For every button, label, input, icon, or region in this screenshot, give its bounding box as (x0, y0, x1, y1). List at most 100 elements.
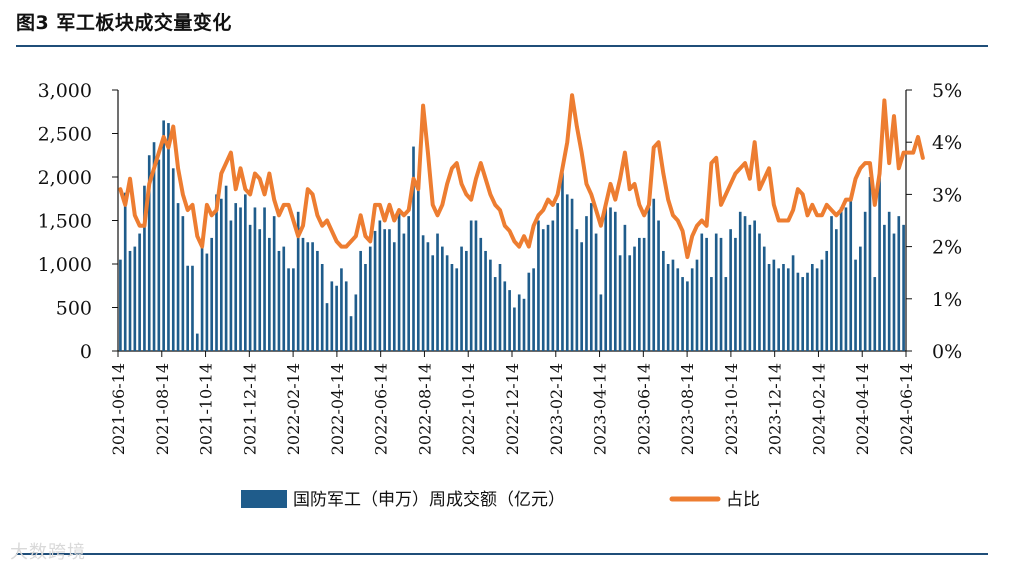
bar (537, 220, 540, 351)
bar (412, 146, 415, 351)
bar (902, 224, 905, 351)
bar (272, 216, 276, 351)
bar-series (119, 120, 905, 351)
bar (839, 207, 843, 351)
x-tick-label: 2024-02-14 (809, 363, 828, 455)
x-tick-label: 2021-10-14 (197, 363, 216, 455)
x-tick-label: 2021-06-14 (109, 363, 128, 455)
bar (541, 229, 545, 351)
bar (152, 142, 156, 351)
bar (378, 220, 382, 351)
bar (234, 203, 238, 351)
bar (830, 216, 833, 351)
bar (878, 168, 881, 351)
x-tick-label: 2023-08-14 (678, 363, 697, 455)
bar (210, 237, 214, 351)
bar (344, 281, 348, 351)
bar (801, 277, 805, 351)
bar (359, 250, 362, 351)
x-tick-label: 2024-06-14 (897, 363, 916, 455)
bar (748, 224, 752, 351)
bar (796, 272, 800, 351)
bar (806, 272, 809, 351)
x-tick-label: 2023-10-14 (722, 363, 741, 455)
bar (633, 246, 636, 351)
bar (681, 277, 684, 351)
bar (767, 264, 771, 351)
bar (662, 250, 665, 351)
bar (873, 277, 877, 351)
bar (599, 294, 603, 351)
x-tick-label: 2023-04-14 (591, 363, 610, 455)
bar (186, 265, 189, 351)
bar (450, 264, 454, 351)
bar (738, 211, 742, 351)
bar (311, 242, 314, 351)
bar (181, 216, 185, 351)
bar (844, 207, 848, 351)
x-tick-label: 2021-08-14 (153, 363, 172, 455)
bar (316, 250, 319, 351)
bar (128, 250, 132, 351)
bar (431, 255, 435, 351)
bar (868, 177, 872, 351)
bar (517, 294, 521, 351)
bar (642, 237, 646, 351)
bar (191, 265, 194, 351)
bar (162, 120, 165, 351)
bar (695, 259, 699, 351)
bar (373, 230, 377, 351)
legend-swatch-bar (241, 490, 287, 508)
bar (402, 233, 406, 351)
bar (556, 203, 559, 351)
bar (762, 246, 766, 351)
bar (719, 237, 723, 351)
bar (705, 237, 708, 351)
bar (416, 190, 420, 351)
bar (484, 250, 487, 351)
x-tick-label: 2024-04-14 (853, 363, 872, 455)
bar (561, 172, 564, 351)
bar (854, 259, 857, 351)
bar (570, 198, 574, 351)
bar (268, 237, 271, 351)
bar (320, 264, 324, 351)
bar (469, 220, 473, 351)
bar (508, 290, 511, 351)
bar (652, 198, 656, 351)
bar (340, 268, 343, 351)
bar (465, 250, 468, 351)
bar (892, 233, 896, 351)
bar (205, 253, 209, 351)
watermark: 大数跨境 (10, 542, 86, 563)
bar (460, 246, 463, 351)
x-tick-label: 2022-06-14 (372, 363, 391, 455)
bar (666, 264, 670, 351)
y-left-tick-label: 1,500 (38, 211, 92, 233)
bar (292, 268, 295, 351)
bar (772, 259, 776, 351)
y-axis-right-ticks: 0% 1% 2% 3% 4% 5% (906, 80, 962, 363)
bar (503, 281, 507, 351)
bar (758, 233, 761, 351)
y-axis-left-ticks: 0 500 1,000 1,500 2,000 2,500 3,000 (38, 80, 118, 363)
bar (392, 242, 396, 351)
bar (734, 237, 737, 351)
bar (133, 246, 137, 351)
bar (426, 242, 430, 351)
bar (647, 207, 651, 351)
bar (296, 211, 300, 351)
bar (224, 185, 228, 351)
bar (589, 203, 593, 351)
x-tick-label: 2022-08-14 (415, 363, 434, 455)
bar (835, 229, 838, 351)
bar (474, 220, 478, 351)
bottom-divider (16, 553, 988, 555)
y-right-tick-label: 0% (932, 341, 962, 363)
bar (897, 216, 901, 351)
bar (306, 242, 310, 351)
bar (123, 192, 127, 351)
legend-label-line: 占比 (726, 490, 760, 510)
bar (287, 268, 290, 351)
bar (421, 235, 425, 351)
